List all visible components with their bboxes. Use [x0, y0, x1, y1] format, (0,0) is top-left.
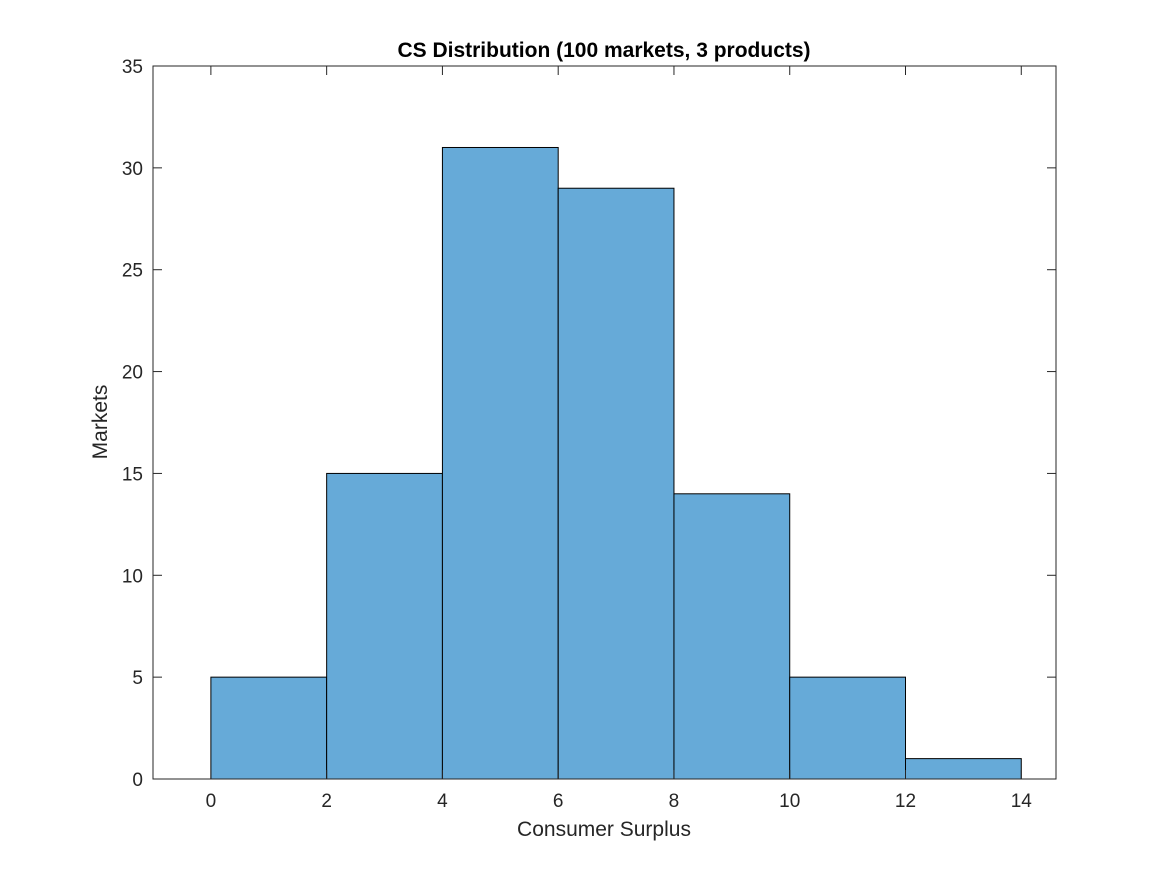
y-axis-label: Markets [89, 385, 112, 460]
y-tick-label: 25 [122, 261, 143, 282]
x-tick-label: 4 [437, 791, 448, 812]
histogram-bar [789, 676, 907, 780]
x-tick-label: 0 [206, 791, 217, 812]
histogram-bar [210, 676, 328, 780]
histogram-bar [673, 493, 791, 780]
chart-title: CS Distribution (100 markets, 3 products… [397, 39, 810, 62]
x-tick-label: 12 [895, 791, 916, 812]
y-tick-label: 20 [122, 363, 143, 384]
histogram-bar [441, 146, 559, 780]
bars-group [210, 146, 1022, 780]
x-tick-label: 2 [321, 791, 332, 812]
plot-frame [152, 65, 1057, 780]
histogram-bar [557, 187, 675, 780]
y-tick-label: 30 [122, 159, 143, 180]
x-tick-label: 14 [1011, 791, 1033, 812]
y-tick-label: 35 [122, 57, 143, 78]
histogram-bar [326, 472, 443, 780]
y-tick-label: 0 [132, 770, 143, 791]
y-tick-label: 10 [122, 566, 143, 587]
x-tick-label: 8 [669, 791, 680, 812]
ticks-group: 0 2 4 6 8 10 12 14 0 5 10 15 20 25 30 35 [122, 57, 1056, 812]
x-tick-label: 10 [779, 791, 800, 812]
histogram-bar [905, 758, 1022, 780]
x-axis-label: Consumer Surplus [517, 818, 691, 841]
x-tick-label: 6 [553, 791, 564, 812]
y-tick-label: 5 [132, 668, 143, 689]
y-tick-label: 15 [122, 464, 143, 485]
